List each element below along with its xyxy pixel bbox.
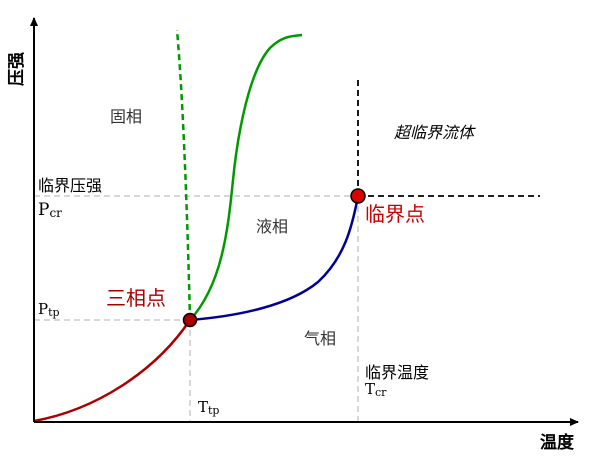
triple-temp-symbol: Ttp bbox=[198, 398, 219, 417]
critical-pressure-symbol: Pcr bbox=[38, 200, 62, 220]
vaporization-curve bbox=[189, 195, 360, 322]
triple-pressure-symbol: Ptp bbox=[38, 300, 60, 319]
sublimation-curve bbox=[33, 319, 192, 423]
gas-region-label: 气相 bbox=[304, 329, 336, 348]
triple-point-label: 三相点 bbox=[106, 286, 166, 310]
solid-region-label: 固相 bbox=[110, 107, 142, 126]
critical-point-label: 临界点 bbox=[365, 202, 425, 226]
critical-temp-label: 临界温度 bbox=[365, 363, 429, 382]
y-axis-label: 压强 bbox=[7, 52, 27, 86]
critical-pressure-label: 临界压强 bbox=[38, 176, 102, 195]
triple-point-marker bbox=[182, 312, 198, 328]
critical-point-marker bbox=[350, 188, 366, 204]
x-axis-label: 温度 bbox=[540, 432, 575, 453]
critical-temp-symbol: Tcr bbox=[365, 380, 387, 399]
melting-curve bbox=[189, 33, 303, 321]
supercritical-region-label: 超临界流体 bbox=[394, 123, 476, 142]
liquid-region-label: 液相 bbox=[256, 217, 288, 236]
anomalous-melting-curve bbox=[175, 29, 192, 321]
